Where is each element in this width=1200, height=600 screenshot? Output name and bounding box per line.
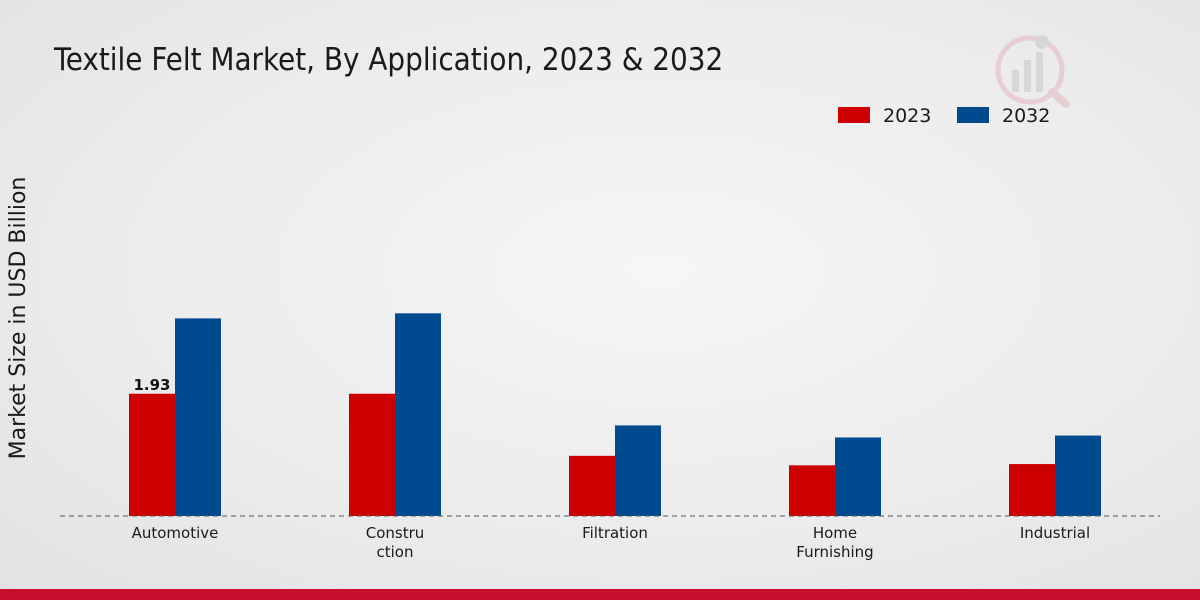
bar-2023-1	[349, 393, 395, 516]
bar-2032-2	[615, 425, 661, 516]
bar-2023-3	[789, 465, 835, 516]
legend-label-2023: 2023	[883, 105, 931, 127]
x-tick-label-3-0: Home	[813, 524, 857, 542]
x-tick-label-0-0: Automotive	[132, 524, 219, 542]
legend: 2023 2032	[838, 105, 1050, 127]
data-labels: 1.93	[133, 376, 170, 394]
y-axis-label: Market Size in USD Billion	[6, 177, 31, 460]
bottom-accent-bar	[0, 589, 1200, 600]
logo-watermark-icon	[995, 35, 1070, 108]
bars	[129, 313, 1101, 516]
data-label-0: 1.93	[133, 376, 170, 394]
legend-label-2032: 2032	[1002, 105, 1050, 127]
bar-2023-2	[569, 455, 615, 516]
bar-2032-0	[175, 318, 221, 516]
x-tick-label-3-1: Furnishing	[796, 543, 873, 561]
legend-swatch-2023	[838, 107, 870, 123]
x-tick-label-4-0: Industrial	[1020, 524, 1090, 542]
bar-2032-3	[835, 437, 881, 516]
bar-2032-1	[395, 313, 441, 516]
bar-2023-0	[129, 393, 175, 516]
chart-title: Textile Felt Market, By Application, 202…	[53, 42, 723, 78]
bar-2023-4	[1009, 464, 1055, 516]
x-tick-label-1-1: ction	[377, 543, 414, 561]
x-tick-label-2-0: Filtration	[582, 524, 648, 542]
bar-2032-4	[1055, 435, 1101, 516]
x-tick-label-1-0: Constru	[366, 524, 425, 542]
legend-swatch-2032	[957, 107, 989, 123]
